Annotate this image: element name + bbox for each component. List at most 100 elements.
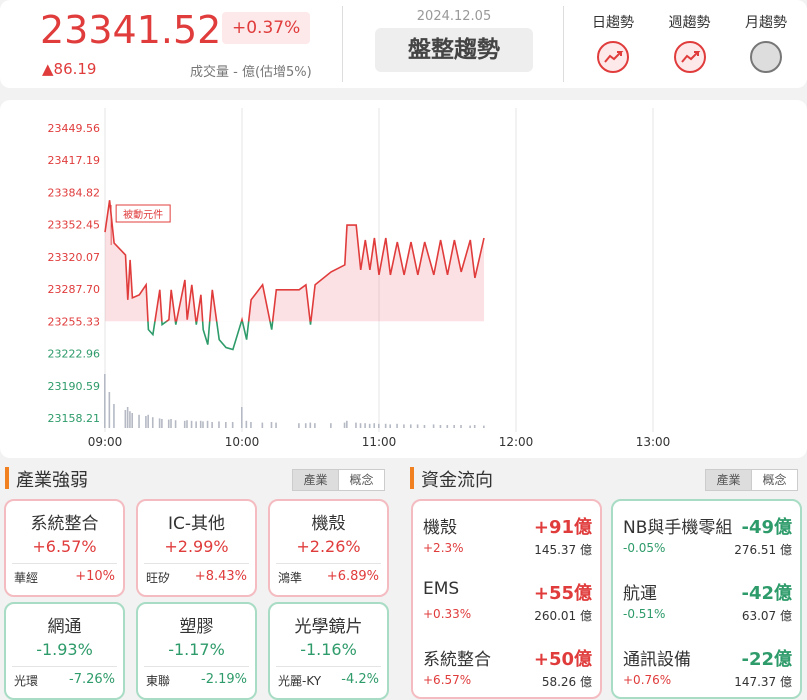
volume-bar bbox=[304, 423, 307, 428]
fund-change: -0.05% bbox=[623, 541, 666, 555]
industry-card[interactable]: 網通 -1.93% 光環 -7.26% bbox=[4, 602, 125, 700]
industry-name: IC-其他 bbox=[167, 514, 226, 534]
fund-change: -0.51% bbox=[623, 607, 666, 621]
volume-bar bbox=[446, 425, 449, 428]
volume-bar bbox=[346, 420, 348, 428]
volume-bar bbox=[151, 417, 154, 428]
volume-bar bbox=[245, 420, 248, 428]
fund-name[interactable]: 航運 bbox=[623, 584, 657, 604]
separator bbox=[276, 563, 381, 564]
indicator-circle bbox=[750, 41, 782, 73]
fund-turnover: 276.51 億 bbox=[734, 543, 792, 557]
volume-bar bbox=[190, 420, 193, 428]
industry-card[interactable]: 光學鏡片 -1.16% 光麗-KY -4.2% bbox=[268, 602, 389, 700]
y-tick-label: 23255.33 bbox=[48, 315, 101, 328]
indicator-circle bbox=[597, 41, 629, 73]
volume-bar bbox=[330, 423, 332, 428]
industry-change: -1.16% bbox=[300, 640, 357, 659]
volume-bar bbox=[298, 423, 300, 428]
section-title: 產業強弱 bbox=[16, 470, 88, 491]
volume-bar bbox=[309, 422, 312, 428]
indicator-label: 日趨勢 bbox=[592, 15, 634, 31]
x-tick-label: 13:00 bbox=[636, 435, 671, 449]
volume-bar bbox=[416, 424, 419, 428]
stock-name: 東聯 bbox=[146, 674, 171, 688]
date: 2024.12.05 bbox=[416, 9, 492, 24]
volume-bar bbox=[167, 419, 170, 428]
volume-bar bbox=[483, 425, 485, 428]
stock-change: -4.2% bbox=[341, 672, 379, 687]
y-tick-label: 23222.96 bbox=[48, 348, 101, 361]
header: 23341.52 +0.37% ▲86.19 成交量 - 億(估增5%) 202… bbox=[0, 0, 807, 88]
y-tick-label: 23287.70 bbox=[48, 283, 101, 296]
separator bbox=[144, 563, 249, 564]
fund-name[interactable]: EMS bbox=[423, 579, 460, 599]
fund-turnover: 58.26 億 bbox=[541, 675, 592, 689]
volume-bar bbox=[147, 414, 149, 428]
volume-bar bbox=[423, 425, 426, 428]
x-tick-label: 10:00 bbox=[225, 435, 260, 449]
tab[interactable]: 產業 bbox=[292, 469, 339, 491]
change: ▲86.19 bbox=[42, 60, 97, 78]
tab[interactable]: 概念 bbox=[751, 469, 798, 491]
separator bbox=[144, 666, 249, 667]
fund-name[interactable]: NB與手機零組 bbox=[623, 518, 733, 538]
volume-bar bbox=[124, 410, 127, 428]
volume-bar bbox=[373, 423, 376, 428]
y-tick-label: 23158.21 bbox=[48, 412, 101, 425]
indicator-icon bbox=[750, 41, 782, 73]
volume-bar bbox=[368, 423, 371, 428]
volume-bar bbox=[113, 404, 115, 428]
fund-change: +2.3% bbox=[423, 541, 464, 555]
volume-bar bbox=[364, 423, 366, 428]
fund-name[interactable]: 系統整合 bbox=[423, 650, 491, 670]
industry-card[interactable]: 系統整合 +6.57% 華經 +10% bbox=[4, 499, 125, 597]
annotation: 被動元件 bbox=[123, 208, 163, 221]
indicator-label: 月趨勢 bbox=[745, 15, 787, 31]
volume-bar bbox=[403, 424, 405, 428]
fund-change: +0.76% bbox=[623, 673, 672, 687]
industry-change: +6.57% bbox=[32, 537, 97, 556]
trend: 盤整趨勢 bbox=[375, 28, 533, 72]
industry-card[interactable]: 機殼 +2.26% 鴻準 +6.89% bbox=[268, 499, 389, 597]
volume-bar bbox=[378, 423, 380, 428]
stock-name: 旺矽 bbox=[146, 571, 171, 585]
indicator-arrow bbox=[604, 51, 624, 63]
stock-name: 光麗-KY bbox=[278, 674, 322, 688]
volume-bar bbox=[473, 425, 476, 428]
volume-bar bbox=[145, 416, 147, 428]
y-tick-label: 23449.56 bbox=[48, 122, 101, 135]
separator bbox=[12, 563, 117, 564]
fund-name[interactable]: 機殼 bbox=[423, 518, 457, 538]
tab[interactable]: 產業 bbox=[705, 469, 752, 491]
industry-card[interactable]: 塑膠 -1.17% 東聯 -2.19% bbox=[136, 602, 257, 700]
industry-name: 系統整合 bbox=[30, 514, 99, 534]
fund-name[interactable]: 通訊設備 bbox=[623, 650, 691, 670]
industry-name: 機殼 bbox=[311, 514, 346, 534]
separator bbox=[276, 666, 381, 667]
industry-card[interactable]: IC-其他 +2.99% 旺矽 +8.43% bbox=[136, 499, 257, 597]
stock-change: +10% bbox=[75, 569, 115, 584]
y-tick-label: 23190.59 bbox=[48, 380, 101, 393]
volume-bar bbox=[439, 425, 442, 428]
section-bar bbox=[5, 467, 9, 489]
volume-bar bbox=[195, 421, 197, 428]
stock-name: 華經 bbox=[14, 571, 39, 585]
volume-bar bbox=[270, 422, 273, 428]
stock-name: 光環 bbox=[14, 674, 39, 688]
volume-bar bbox=[396, 423, 398, 428]
volume-bar bbox=[206, 420, 209, 428]
fund-amount: +50億 bbox=[533, 649, 592, 670]
x-tick-label: 11:00 bbox=[362, 435, 397, 449]
tab[interactable]: 概念 bbox=[338, 469, 385, 491]
volume: 成交量 - 億(估增5%) bbox=[190, 65, 312, 80]
x-tick-label: 09:00 bbox=[88, 435, 123, 449]
separator bbox=[12, 666, 117, 667]
volume-bar bbox=[225, 422, 227, 428]
volume-bar bbox=[250, 422, 252, 428]
volume-bar bbox=[129, 411, 131, 428]
volume-bar bbox=[469, 425, 471, 428]
volume-bar bbox=[343, 422, 346, 428]
volume-bar bbox=[126, 407, 129, 428]
change-pct: +0.37% bbox=[222, 12, 311, 44]
